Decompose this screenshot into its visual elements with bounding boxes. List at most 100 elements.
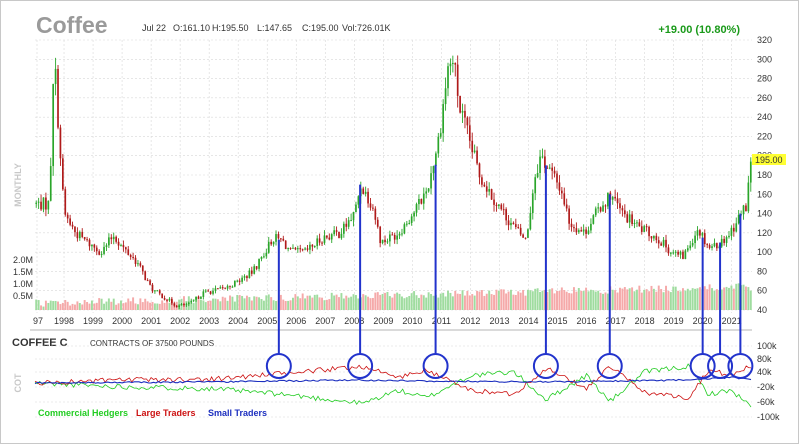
volume-bar	[495, 289, 498, 310]
x-tick-label: 2007	[315, 316, 335, 326]
candle-body	[507, 220, 510, 226]
candle-body	[108, 237, 110, 246]
candle-body	[389, 234, 391, 242]
candle-body	[514, 224, 517, 228]
volume-bar	[468, 295, 471, 310]
candle-body	[401, 233, 403, 235]
candle-body	[95, 247, 98, 252]
volume-bar	[146, 301, 149, 310]
candle-body	[660, 243, 663, 246]
x-tick-label: 2021	[722, 316, 742, 326]
volume-bar	[483, 295, 486, 310]
volume-bar	[415, 295, 418, 310]
candle-body	[144, 271, 147, 281]
candle-body	[241, 277, 243, 282]
cot-series-line-large-traders	[34, 364, 752, 401]
volume-bar	[112, 298, 115, 310]
low-value: L:147.65	[257, 23, 292, 33]
volume-bar	[141, 302, 144, 310]
candle-body	[134, 257, 137, 264]
volume-bar	[216, 299, 219, 310]
candle-body	[151, 284, 154, 292]
last-price-label: 195.00	[755, 155, 783, 165]
candle-body	[168, 298, 171, 301]
volume-bar	[662, 292, 665, 310]
volume-bar	[749, 290, 752, 310]
volume-bar	[374, 292, 377, 310]
candle-body	[248, 270, 251, 279]
volume-bar	[190, 303, 193, 310]
candle-body	[156, 290, 159, 292]
candle-body	[568, 208, 570, 224]
volume-bar	[391, 297, 394, 310]
volume-bar	[640, 292, 643, 310]
candle-body	[219, 287, 222, 289]
candle-body	[272, 241, 275, 245]
candle-body	[350, 220, 352, 222]
volume-bar	[44, 300, 47, 310]
volume-bar	[572, 287, 575, 310]
price-y-tick-label: 100	[757, 247, 772, 257]
candle-body	[313, 246, 316, 248]
legend-small-traders: Small Traders	[208, 408, 267, 418]
volume-bar	[439, 293, 442, 310]
volume-bar	[98, 298, 101, 310]
volume-bar	[437, 297, 440, 310]
candle-body	[723, 238, 725, 243]
candle-body	[233, 280, 236, 287]
candle-body	[246, 276, 248, 279]
volume-bar	[78, 303, 81, 310]
volume-bar	[611, 289, 614, 310]
candle-body	[192, 299, 195, 301]
volume-bar	[192, 303, 195, 310]
candle-body	[672, 252, 675, 254]
volume-bar	[275, 301, 277, 310]
candle-body	[607, 192, 609, 207]
x-tick-label: 2008	[344, 316, 364, 326]
volume-bar	[236, 294, 239, 310]
volume-bar	[54, 300, 57, 310]
candle-body	[35, 202, 38, 204]
volume-bar	[529, 290, 532, 310]
volume-bar	[459, 293, 462, 310]
volume-bar	[594, 291, 597, 310]
cot-y-tick-label: 40k	[757, 367, 772, 377]
volume-bar	[258, 297, 261, 310]
volume-bar	[136, 304, 139, 310]
volume-bar	[265, 295, 268, 310]
volume-bar	[592, 290, 595, 310]
candle-body	[454, 62, 457, 65]
volume-bar	[546, 291, 549, 310]
x-tick-label: 2019	[664, 316, 684, 326]
price-y-tick-label: 140	[757, 209, 772, 219]
volume-bar	[229, 295, 231, 310]
candle-body	[430, 173, 432, 189]
candle-body	[403, 224, 406, 234]
candle-body	[338, 231, 340, 239]
volume-bar	[93, 303, 96, 310]
candle-body	[633, 222, 636, 225]
candle-body	[376, 219, 379, 227]
volume-bar	[420, 294, 423, 310]
candle-body	[730, 227, 733, 236]
volume-bar	[204, 302, 207, 310]
volume-bar	[548, 289, 551, 310]
volume-bar	[369, 298, 372, 310]
candle-body	[747, 182, 750, 212]
candle-body	[81, 231, 84, 237]
price-y-tick-label: 280	[757, 74, 772, 84]
candle-body	[391, 234, 394, 236]
volume-bar	[417, 297, 420, 310]
candle-body	[575, 228, 578, 233]
volume-y-tick-label: 1.0M	[13, 279, 33, 289]
volume-bar	[480, 290, 483, 310]
volume-bar	[340, 293, 343, 310]
candle-body	[667, 247, 670, 254]
candle-body	[466, 117, 469, 126]
candle-body	[456, 64, 459, 96]
volume-bar	[577, 288, 580, 310]
volume-bar	[500, 289, 503, 310]
candle-body	[490, 189, 493, 200]
candle-body	[141, 265, 144, 272]
candle-body	[478, 163, 481, 178]
